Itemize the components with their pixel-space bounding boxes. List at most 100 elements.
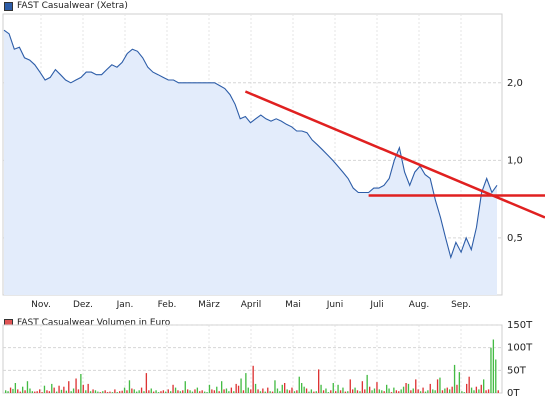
x-tick-label: Aug.	[409, 300, 429, 310]
volume-bar	[102, 391, 104, 393]
volume-bar	[305, 388, 308, 393]
volume-bar	[29, 388, 31, 393]
volume-bar	[126, 390, 128, 393]
volume-bar	[182, 390, 184, 393]
volume-bar	[216, 386, 218, 393]
x-tick-label: Dez.	[73, 300, 93, 310]
volume-bar	[478, 389, 480, 393]
volume-bar	[407, 383, 410, 393]
volume-bar	[26, 381, 29, 393]
volume-bar	[242, 390, 245, 393]
volume-bar	[279, 391, 281, 393]
volume-bar	[364, 389, 366, 393]
volume-bar	[429, 383, 431, 393]
volume-bar	[22, 386, 24, 393]
price-legend-label: FAST Casualwear (Xetra)	[17, 1, 128, 11]
volume-bar	[254, 383, 257, 393]
volume-bar	[89, 391, 92, 393]
volume-bar	[359, 391, 361, 393]
volume-bar	[485, 390, 487, 393]
volume-bar	[160, 391, 162, 393]
volume-bar	[369, 386, 371, 393]
x-tick-label: Feb.	[158, 300, 177, 310]
volume-bar	[157, 392, 160, 393]
y-tick-label: 0,5	[507, 233, 523, 244]
volume-bar	[480, 384, 482, 393]
volume-bar	[473, 390, 475, 393]
volume-bar	[269, 391, 271, 393]
volume-bar	[187, 389, 189, 393]
volume-bar	[259, 391, 262, 393]
volume-bar	[495, 359, 497, 393]
volume-bar	[213, 390, 216, 393]
volume-bar	[119, 391, 121, 393]
volume-bar	[56, 391, 58, 393]
volume-bar	[483, 379, 485, 393]
volume-bar	[288, 390, 291, 393]
volume-legend-label: FAST Casualwear Volumen in Euro	[17, 318, 171, 328]
volume-bar	[497, 390, 499, 393]
volume-bar	[424, 391, 427, 393]
volume-bar	[128, 380, 131, 393]
volume-bar	[162, 390, 165, 393]
volume-bar	[247, 387, 249, 393]
volume-bar	[208, 384, 211, 393]
volume-bar	[463, 392, 465, 393]
volume-bar	[310, 389, 313, 393]
volume-bar	[63, 386, 65, 393]
volume-bar	[339, 390, 342, 393]
volume-bar	[298, 376, 300, 393]
volume-bar	[70, 391, 72, 393]
volume-bar	[148, 390, 150, 393]
volume-bar	[318, 369, 320, 393]
volume-chart: 0T 50T 100T 150T	[2, 320, 533, 399]
volume-bar	[432, 389, 434, 393]
volume-bar	[267, 387, 269, 393]
volume-bar	[383, 391, 385, 393]
volume-bar	[19, 391, 21, 393]
volume-bar	[104, 390, 106, 393]
volume-bar	[415, 379, 417, 393]
volume-bar	[230, 387, 233, 393]
volume-bar	[398, 391, 400, 393]
x-tick-label: Juni	[326, 300, 344, 310]
volume-bar	[12, 388, 14, 393]
volume-bar	[475, 386, 478, 393]
volume-bar	[439, 377, 441, 393]
volume-bar	[133, 389, 135, 393]
volume-bar	[51, 383, 53, 393]
volume-bar	[349, 379, 351, 393]
volume-bar	[378, 389, 381, 393]
x-tick-label: Juli	[369, 300, 383, 310]
volume-bar	[221, 381, 223, 393]
volume-bar	[196, 387, 199, 393]
volume-bar	[228, 391, 230, 393]
volume-bar	[223, 389, 225, 393]
volume-bar	[5, 390, 7, 393]
volume-bar	[92, 389, 94, 393]
volume-bar	[412, 388, 414, 393]
volume-bar	[313, 391, 315, 393]
volume-bar	[271, 391, 274, 393]
price-chart: Nov. Dez. Jan. Feb. März April Mai Juni Juli Aug.…	[2, 13, 545, 310]
volume-bar	[14, 383, 17, 393]
volume-bar	[237, 385, 240, 393]
volume-bar	[191, 391, 194, 393]
volume-bar	[121, 390, 123, 393]
volume-y-tick-label: 100T	[507, 343, 533, 354]
volume-bar	[352, 389, 354, 393]
volume-bar	[245, 373, 247, 393]
volume-bar	[322, 390, 325, 393]
volume-bar	[46, 390, 48, 393]
volume-bar	[281, 384, 283, 393]
volume-bar	[301, 383, 303, 393]
volume-bar	[393, 387, 395, 393]
volume-bar	[490, 347, 492, 393]
price-line	[3, 29, 498, 260]
volume-bar	[354, 387, 356, 393]
volume-bar	[308, 391, 310, 393]
x-tick-label: April	[241, 300, 262, 310]
volume-bar	[58, 385, 60, 393]
volume-y-tick-label: 150T	[507, 320, 533, 331]
